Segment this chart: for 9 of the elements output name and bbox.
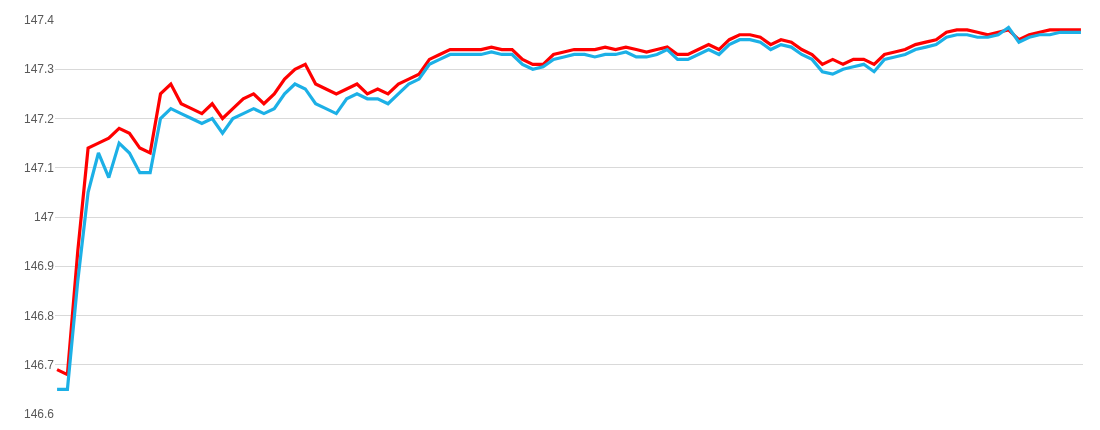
y-tick-label: 147.2 <box>23 111 55 126</box>
y-tick-label: 147 <box>33 210 55 225</box>
y-tick-label: 147.3 <box>23 62 55 77</box>
y-tick-label: 146.7 <box>23 357 55 372</box>
y-tick-label: 147.4 <box>23 13 55 28</box>
y-tick-label: 147.1 <box>23 160 55 175</box>
y-tick-label: 146.6 <box>23 407 55 422</box>
y-tick-label: 146.8 <box>23 308 55 323</box>
y-tick-label: 146.9 <box>23 259 55 274</box>
